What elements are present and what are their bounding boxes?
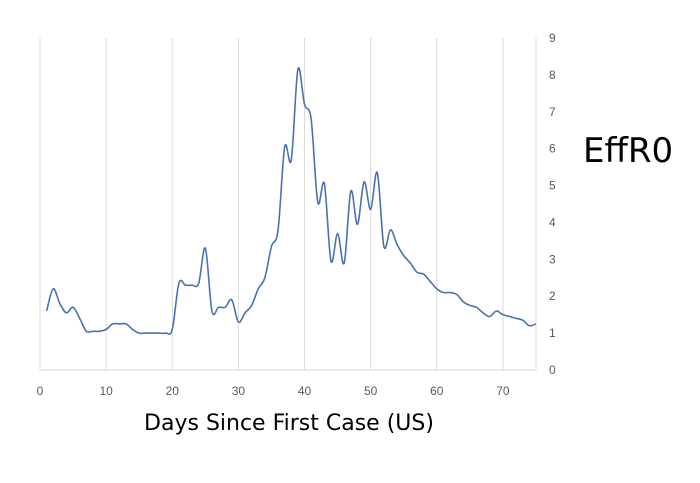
y-tick-label-2: 2 xyxy=(549,289,556,303)
x-tick-label-40: 40 xyxy=(298,384,312,398)
x-tick-label-70: 70 xyxy=(496,384,510,398)
y-axis-label: EffR0 xyxy=(583,131,673,171)
y-tick-label-0: 0 xyxy=(549,363,556,377)
x-tick-label-60: 60 xyxy=(430,384,444,398)
y-tick-label-9: 9 xyxy=(549,31,556,45)
y-tick-labels: 0 1 2 3 4 5 6 7 8 9 xyxy=(549,31,556,377)
vertical-gridlines xyxy=(39,38,537,370)
x-tick-labels: 0 10 20 30 40 50 60 70 xyxy=(37,384,510,398)
series-line xyxy=(45,67,537,335)
x-tick-label-50: 50 xyxy=(364,384,378,398)
y-tick-label-7: 7 xyxy=(549,105,556,119)
y-tick-label-3: 3 xyxy=(549,252,556,266)
x-tick-label-30: 30 xyxy=(232,384,246,398)
x-tick-label-20: 20 xyxy=(166,384,180,398)
y-tick-label-5: 5 xyxy=(549,179,556,193)
x-axis-label: Days Since First Case (US) xyxy=(144,411,434,436)
x-tick-label-10: 10 xyxy=(99,384,113,398)
y-tick-label-8: 8 xyxy=(549,68,556,82)
y-tick-label-6: 6 xyxy=(549,142,556,156)
x-tick-label-0: 0 xyxy=(37,384,44,398)
y-tick-label-4: 4 xyxy=(549,215,556,229)
y-tick-label-1: 1 xyxy=(549,326,556,340)
